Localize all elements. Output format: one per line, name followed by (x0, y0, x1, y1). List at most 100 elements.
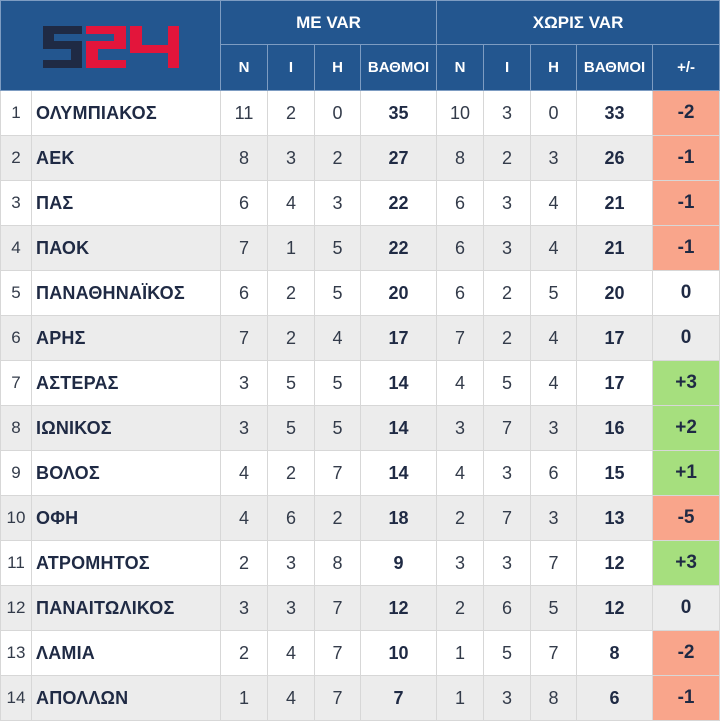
points-var: 22 (359, 225, 438, 271)
points-novar: 21 (576, 180, 654, 226)
team-name: ΒΟΛΟΣ (31, 450, 221, 496)
points-var: 27 (359, 135, 438, 181)
losses-novar: 3 (530, 495, 578, 541)
draws-novar: 2 (483, 135, 532, 181)
wins-var: 4 (220, 495, 268, 541)
losses-novar: 6 (530, 450, 578, 496)
losses-var: 7 (314, 585, 361, 631)
team-rank: 13 (0, 630, 32, 676)
brand-logo-cell (0, 0, 221, 91)
losses-var: 5 (314, 405, 361, 451)
team-rank: 7 (0, 360, 32, 406)
team-rank: 11 (0, 540, 32, 586)
points-var: 14 (359, 360, 438, 406)
losses-novar: 4 (530, 180, 578, 226)
wins-var: 7 (220, 315, 268, 361)
wins-novar: 10 (436, 90, 485, 136)
points-diff: -5 (652, 495, 720, 541)
points-diff: -1 (652, 135, 720, 181)
wins-novar: 6 (436, 180, 485, 226)
losses-var: 8 (314, 540, 361, 586)
wins-var: 11 (220, 90, 268, 136)
wins-var: 2 (220, 540, 268, 586)
team-name: ΑΕΚ (31, 135, 221, 181)
losses-novar: 5 (530, 270, 578, 316)
points-var: 7 (359, 675, 438, 721)
draws-var: 3 (267, 540, 315, 586)
team-name: ΠΑΟΚ (31, 225, 221, 271)
losses-novar: 7 (530, 540, 578, 586)
table-row: 13 ΛΑΜΙΑ 2 4 7 10 1 5 7 8 -2 (0, 630, 720, 676)
wins-var: 1 (220, 675, 268, 721)
wins-novar: 7 (436, 315, 485, 361)
points-diff: 0 (652, 585, 720, 631)
points-diff: +1 (652, 450, 720, 496)
wins-novar: 4 (436, 360, 485, 406)
losses-novar: 7 (530, 630, 578, 676)
losses-var: 7 (314, 450, 361, 496)
losses-var: 4 (314, 315, 361, 361)
draws-novar: 5 (483, 630, 532, 676)
draws-var: 2 (267, 90, 315, 136)
wins-novar: 6 (436, 225, 485, 271)
col-header-draws-var: Ι (267, 44, 315, 91)
points-diff: +3 (652, 540, 720, 586)
team-rank: 9 (0, 450, 32, 496)
draws-var: 1 (267, 225, 315, 271)
points-diff: -1 (652, 180, 720, 226)
losses-var: 2 (314, 135, 361, 181)
losses-var: 7 (314, 630, 361, 676)
draws-var: 4 (267, 630, 315, 676)
draws-novar: 3 (483, 450, 532, 496)
wins-var: 6 (220, 180, 268, 226)
team-rank: 14 (0, 675, 32, 721)
wins-var: 7 (220, 225, 268, 271)
col-header-losses-novar: Η (530, 44, 578, 91)
wins-var: 2 (220, 630, 268, 676)
points-diff: +2 (652, 405, 720, 451)
points-novar: 16 (576, 405, 654, 451)
team-rank: 5 (0, 270, 32, 316)
s24-logo (42, 25, 179, 68)
with-var-header: ΜΕ VAR (219, 0, 438, 45)
points-var: 22 (359, 180, 438, 226)
without-var-header: ΧΩΡΙΣ VAR (436, 0, 720, 45)
points-novar: 17 (576, 360, 654, 406)
team-rank: 2 (0, 135, 32, 181)
col-header-diff: +/- (652, 44, 720, 91)
wins-novar: 4 (436, 450, 485, 496)
team-rank: 3 (0, 180, 32, 226)
points-novar: 13 (576, 495, 654, 541)
points-diff: 0 (652, 315, 720, 361)
table-row: 2 ΑΕΚ 8 3 2 27 8 2 3 26 -1 (0, 135, 720, 181)
points-var: 14 (359, 450, 438, 496)
table-row: 9 ΒΟΛΟΣ 4 2 7 14 4 3 6 15 +1 (0, 450, 720, 496)
col-header-losses-var: Η (314, 44, 361, 91)
draws-novar: 3 (483, 675, 532, 721)
points-diff: -1 (652, 675, 720, 721)
team-name: ΑΠΟΛΛΩΝ (31, 675, 221, 721)
points-novar: 12 (576, 540, 654, 586)
draws-novar: 5 (483, 360, 532, 406)
points-diff: +3 (652, 360, 720, 406)
table-row: 10 ΟΦΗ 4 6 2 18 2 7 3 13 -5 (0, 495, 720, 541)
points-var: 18 (359, 495, 438, 541)
col-header-wins-var: Ν (220, 44, 268, 91)
team-name: ΠΑΣ (31, 180, 221, 226)
draws-novar: 3 (483, 90, 532, 136)
losses-novar: 3 (530, 135, 578, 181)
wins-var: 3 (220, 360, 268, 406)
table-row: 8 ΙΩΝΙΚΟΣ 3 5 5 14 3 7 3 16 +2 (0, 405, 720, 451)
points-var: 20 (359, 270, 438, 316)
draws-novar: 7 (483, 405, 532, 451)
points-diff: -2 (652, 90, 720, 136)
wins-var: 4 (220, 450, 268, 496)
team-name: ΠΑΝΑΙΤΩΛΙΚΟΣ (31, 585, 221, 631)
table-row: 12 ΠΑΝΑΙΤΩΛΙΚΟΣ 3 3 7 12 2 6 5 12 0 (0, 585, 720, 631)
table-row: 7 ΑΣΤΕΡΑΣ 3 5 5 14 4 5 4 17 +3 (0, 360, 720, 406)
team-name: ΙΩΝΙΚΟΣ (31, 405, 221, 451)
team-name: ΑΤΡΟΜΗΤΟΣ (31, 540, 221, 586)
wins-novar: 8 (436, 135, 485, 181)
draws-novar: 6 (483, 585, 532, 631)
